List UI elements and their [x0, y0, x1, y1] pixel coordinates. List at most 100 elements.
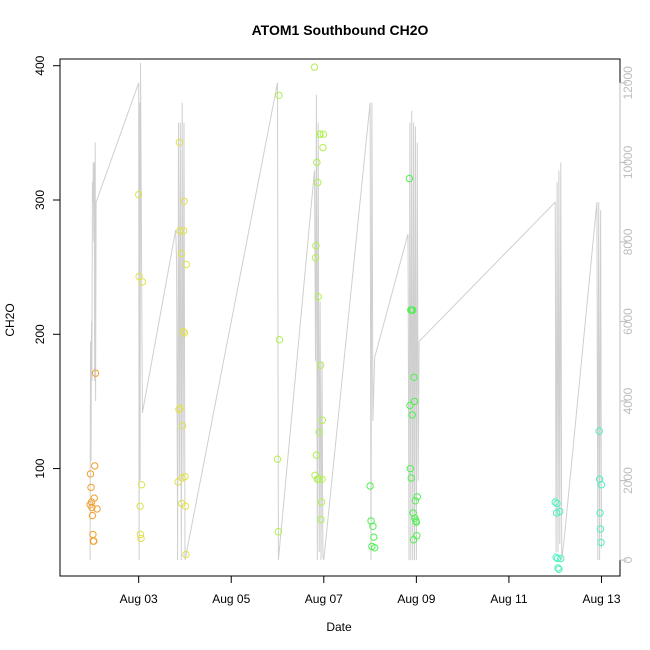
data-point: [136, 530, 145, 539]
y-tick-label: 300: [33, 190, 47, 210]
data-point: [275, 91, 283, 100]
y2-tick-label: 0: [621, 556, 635, 563]
y2-tick-label: 10000: [621, 145, 635, 179]
x-axis-label: Date: [326, 620, 352, 634]
data-point: [91, 462, 99, 470]
x-tick-label: Aug 07: [305, 592, 343, 606]
data-point: [409, 306, 417, 314]
data-point: [86, 470, 95, 478]
data-point: [318, 475, 326, 483]
data-point: [412, 518, 421, 526]
y2-tick-label: 8000: [621, 228, 635, 255]
data-point: [405, 174, 414, 183]
data-point: [180, 329, 189, 337]
data-point: [88, 511, 97, 520]
data-point: [93, 505, 101, 513]
data-point: [273, 455, 282, 463]
data-point: [311, 254, 320, 262]
plot-frame: [59, 58, 621, 577]
data-point: [408, 411, 416, 419]
x-tick-label: Aug 09: [397, 592, 435, 606]
data-point: [91, 369, 100, 377]
scatter-points-layer: [86, 63, 606, 573]
data-point: [178, 421, 187, 430]
data-point: [313, 158, 321, 167]
data-point: [597, 481, 606, 489]
data-point: [557, 554, 565, 563]
data-point: [90, 494, 98, 502]
x-tick-label: Aug 03: [120, 592, 158, 606]
data-point: [411, 497, 420, 505]
data-point: [88, 503, 96, 512]
y2-tick-label: 2000: [621, 467, 635, 494]
data-point: [179, 327, 187, 336]
data-point: [179, 227, 188, 235]
secondary-series-line: [89, 62, 602, 561]
data-point: [314, 293, 322, 301]
data-point: [318, 416, 327, 424]
data-point: [553, 499, 561, 508]
data-point: [596, 509, 604, 517]
data-point: [595, 427, 603, 435]
data-point: [90, 537, 98, 545]
data-point: [556, 507, 564, 516]
data-point: [176, 227, 184, 235]
data-point: [319, 130, 327, 138]
data-point: [135, 190, 143, 199]
chart-title: ATOM1 Southbound CH2O: [252, 22, 429, 38]
data-point: [553, 554, 562, 563]
data-point: [413, 532, 421, 540]
data-point: [552, 553, 560, 561]
data-point: [370, 533, 378, 541]
data-point: [410, 397, 419, 406]
data-point: [554, 564, 562, 572]
data-point: [181, 502, 190, 510]
data-point: [182, 550, 190, 559]
data-point: [366, 482, 374, 490]
data-point: [135, 272, 143, 281]
data-point: [596, 525, 605, 533]
data-point: [319, 143, 327, 152]
data-point: [174, 478, 182, 486]
x-tick-label: Aug 13: [582, 592, 620, 606]
data-point: [406, 464, 414, 473]
data-point: [317, 515, 325, 524]
data-point: [138, 278, 147, 286]
data-point: [316, 361, 325, 369]
data-point: [310, 63, 319, 71]
data-point: [410, 373, 418, 381]
data-point: [136, 502, 144, 510]
data-point: [597, 538, 605, 547]
data-point: [407, 474, 415, 482]
data-point: [371, 544, 379, 552]
data-point: [312, 451, 321, 459]
data-point: [176, 404, 185, 412]
data-point: [175, 405, 183, 414]
data-point: [87, 483, 95, 492]
data-point: [182, 260, 191, 269]
data-point: [551, 498, 559, 506]
data-point: [137, 534, 145, 543]
secondary-trace-layer: [89, 62, 602, 561]
data-point: [316, 130, 324, 138]
y2-tick-label: 12000: [621, 66, 635, 100]
data-point: [315, 475, 323, 483]
data-point: [317, 498, 326, 506]
y2-tick-label: 4000: [621, 387, 635, 414]
y-tick-label: 100: [33, 458, 47, 478]
data-point: [137, 481, 146, 489]
data-point: [369, 522, 377, 530]
data-point: [311, 471, 319, 479]
y-axis-left: 100 200 300 400: [33, 55, 61, 479]
data-point: [413, 493, 421, 501]
data-point: [314, 178, 322, 187]
y2-tick-label: 6000: [621, 308, 635, 335]
x-tick-label: Aug 11: [490, 592, 527, 606]
x-tick-label: Aug 05: [212, 592, 250, 606]
data-point: [180, 197, 188, 206]
data-point: [175, 138, 184, 147]
data-point: [555, 565, 563, 573]
y-axis-label: CH2O: [3, 303, 17, 336]
data-point: [312, 242, 320, 250]
